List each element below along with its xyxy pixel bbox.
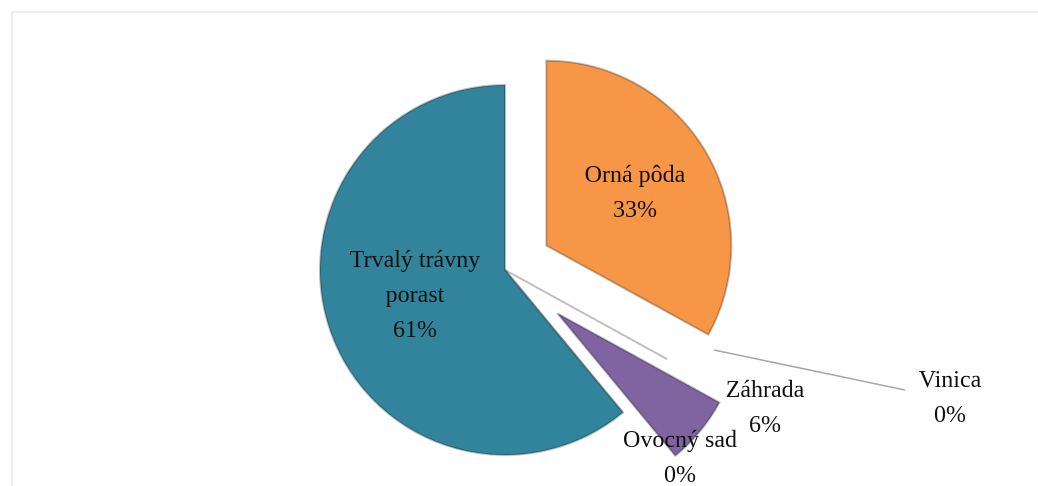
slice-name: Ovocný sad (623, 427, 737, 453)
pie-slice (556, 312, 721, 458)
slice-name: Vinica (918, 367, 982, 393)
slice-value: 33% (613, 197, 657, 223)
slice-name: Záhrada (725, 377, 805, 403)
slice-label: Vinica 0% (890, 363, 1010, 433)
slice-value: 0% (664, 462, 696, 486)
slice-label: Trvalý trávny porast 61% (320, 243, 510, 348)
slice-name: Trvalý trávny porast (349, 247, 481, 308)
leader-line (713, 349, 906, 391)
slice-label: Záhrada 6% (700, 373, 830, 443)
slice-label: Orná pôda 33% (535, 158, 735, 228)
pie-slice (319, 83, 625, 456)
slice-value: 0% (934, 402, 966, 428)
slice-label: Ovocný sad 0% (580, 423, 780, 486)
slice-value: 6% (749, 412, 781, 438)
slice-name: Orná pôda (584, 162, 686, 188)
slice-value: 61% (393, 317, 437, 343)
pie-slice (545, 59, 733, 337)
